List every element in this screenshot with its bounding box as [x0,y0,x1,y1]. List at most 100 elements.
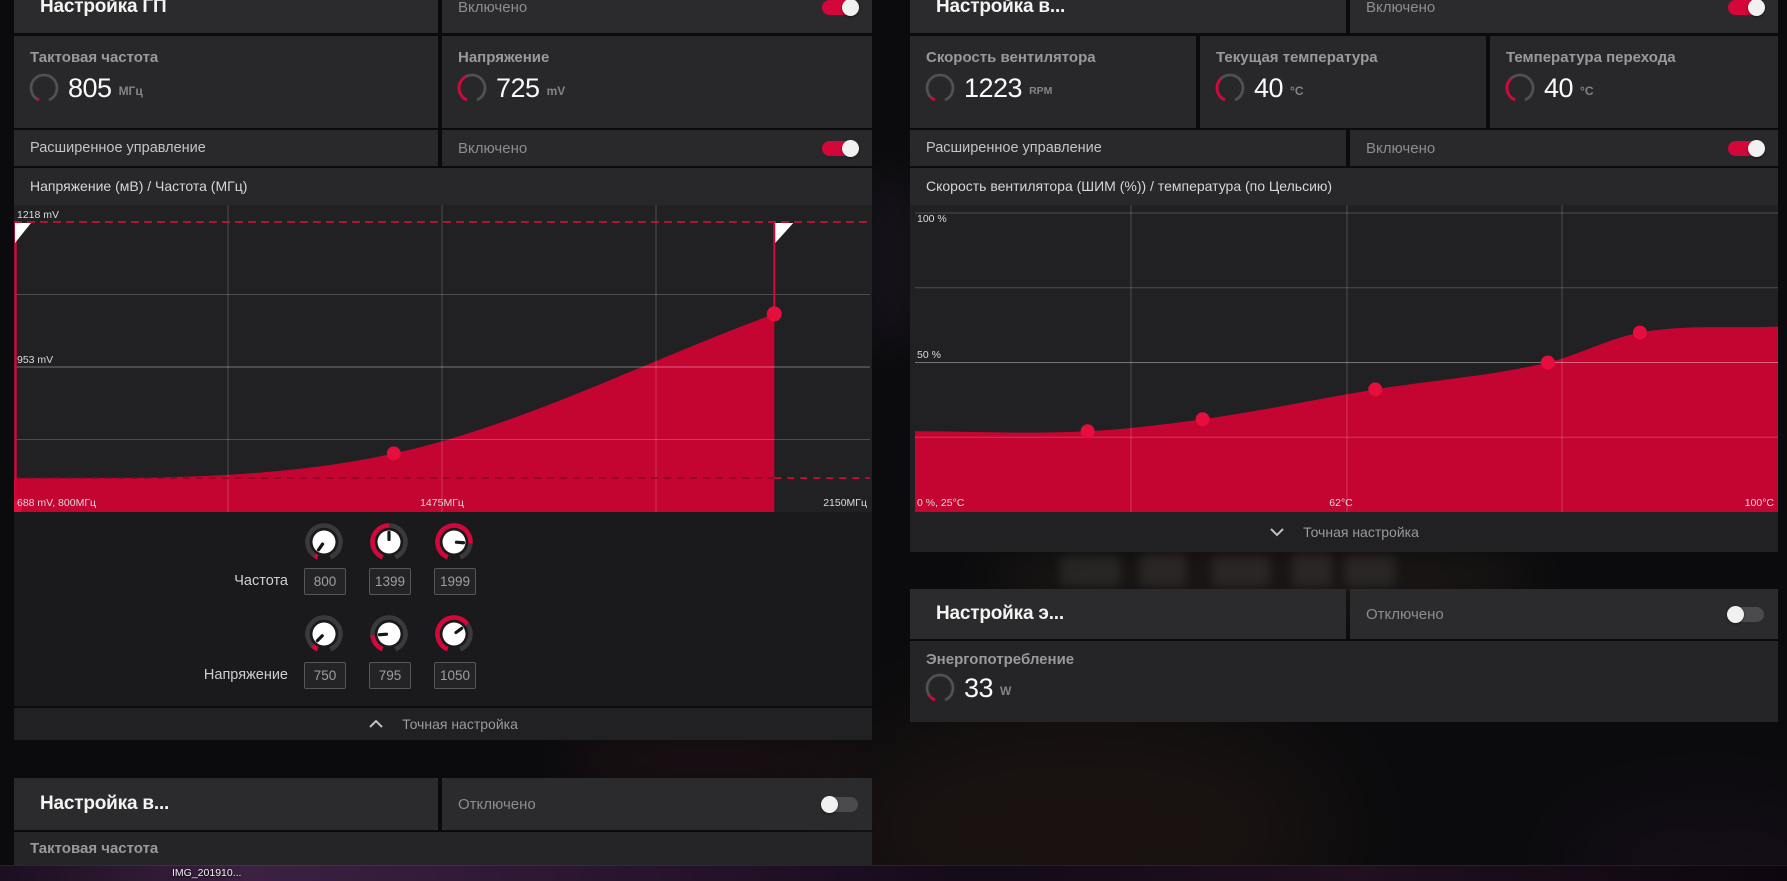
metric-value: 33 [964,672,994,703]
voltage-input-2[interactable] [369,662,411,689]
voltage-row-label: Напряжение [203,667,288,683]
fan-tuning-panel: Настройка в... Включено Скорость вентиля… [910,0,1778,552]
svg-text:62°C: 62°C [1329,497,1353,509]
metric-card-fan-speed: Скорость вентилятора 1223 RPM [910,36,1196,128]
fine-tune-label: Точная настройка [402,716,518,732]
toggle-knob [842,139,859,157]
fan-tuning-header: Настройка в... Включено [910,0,1778,33]
panel-title: Настройка ГП [40,0,167,17]
fan-chart-title: Скорость вентилятора (ШИМ (%)) / темпера… [910,168,1778,205]
metric-card-current-temp: Текущая температура 40 °C [1200,36,1486,128]
gauge-icon [1505,73,1535,102]
voltage-frequency-chart[interactable]: 1218 mV 953 mV 688 mV, 800МГц 1475МГц 2150МГ… [14,205,872,512]
memory-tuning-toggle[interactable] [821,795,858,813]
background-window-thumbnail [1292,554,1332,586]
voltage-input-1[interactable] [304,662,346,689]
frequency-knob-3[interactable] [434,522,474,562]
metric-unit: mV [546,84,566,98]
advanced-control-label: Расширенное управление [30,140,206,156]
metric-unit: °C [1580,84,1594,98]
metric-value: 40 [1544,72,1574,103]
gauge-icon [1215,73,1245,102]
advanced-control-toggle[interactable] [822,139,859,157]
fan-curve-chart[interactable]: 100 % 50 % 0 %, 25°C 62°C 100°C [910,205,1778,512]
metric-label: Текущая температура [1216,49,1378,66]
fan-curve-chart-area: 100 % 50 % 0 %, 25°C 62°C 100°C [910,205,1778,512]
voltage-frequency-chart-area: 1218 mV 953 mV 688 mV, 800МГц 1475МГц 2150МГ… [14,205,872,512]
gpu-metrics-row: Тактовая частота 805 МГц Напряжение 725 … [14,36,872,128]
frequency-knob-2[interactable] [369,522,409,562]
svg-text:2150МГц: 2150МГц [823,497,867,509]
frequency-input-3[interactable] [434,568,476,595]
metric-label: Тактовая частота [30,49,159,66]
fan-tuning-toggle[interactable] [1728,0,1765,16]
svg-text:1475МГц: 1475МГц [420,497,464,509]
metric-label: Температура перехода [1506,49,1676,66]
svg-text:688 mV, 800МГц: 688 mV, 800МГц [17,497,96,509]
power-tuning-toggle[interactable] [1727,605,1764,623]
background-window-thumbnail [1060,556,1120,586]
toggle-status-label: Включено [1366,0,1436,16]
frequency-input-1[interactable] [304,568,346,595]
toggle-knob [821,795,838,813]
gauge-icon [925,673,955,702]
advanced-control-row: Расширенное управление Включено [910,130,1778,166]
svg-text:100°C: 100°C [1745,497,1775,509]
gauge-icon [925,73,955,102]
svg-text:0 %, 25°C: 0 %, 25°C [917,497,965,509]
fine-tune-expand-button[interactable]: Точная настройка [910,512,1778,552]
clock-row: Тактовая частота [14,832,872,866]
voltage-knob-1[interactable] [304,614,344,654]
metric-card-clock: Тактовая частота 805 МГц [14,36,438,128]
background-blur [820,700,1340,881]
svg-text:100 %: 100 % [917,213,947,225]
voltage-chart-title: Напряжение (мВ) / Частота (МГц) [14,168,872,205]
gpu-tuning-panel: Настройка ГП Включено Тактовая частота 8… [14,0,872,740]
background-window-thumbnail [1212,556,1270,586]
fine-tune-label: Точная настройка [1303,524,1419,540]
panel-title: Настройка э... [936,603,1064,624]
voltage-knob-3[interactable] [434,614,474,654]
power-consumption-card: Энергопотребление 33 W [910,641,1778,722]
advanced-control-toggle[interactable] [1728,139,1765,157]
metric-value: 1223 [964,72,1023,103]
metric-unit: W [1000,684,1012,698]
toggle-status-label: Включено [458,139,528,157]
desktop-wallpaper-strip: IMG_201910... [0,865,1787,881]
frequency-knob-1[interactable] [304,522,344,562]
gauge-icon [29,73,59,102]
chevron-up-icon [368,719,384,729]
gauge-icon [457,73,487,102]
metric-value: 805 [68,72,112,103]
toggle-knob [842,0,859,16]
manual-tuning-controls: Частота Напряжение [14,512,872,706]
metric-label: Напряжение [458,49,550,66]
background-window-thumbnail [1140,554,1186,586]
chevron-down-icon [1269,527,1285,537]
metric-value: 725 [496,72,540,103]
metric-card-voltage: Напряжение 725 mV [442,36,872,128]
toggle-status-label: Включено [1366,139,1436,157]
svg-text:1218 mV: 1218 mV [17,209,59,221]
metric-unit: °C [1290,84,1304,98]
row-label: Тактовая частота [30,840,159,857]
toggle-knob [1748,139,1765,157]
metric-value: 40 [1254,72,1284,103]
metric-label: Энергопотребление [926,651,1075,668]
panel-title: Настройка в... [40,793,170,814]
fan-metrics-row: Скорость вентилятора 1223 RPM Текущая те… [910,36,1778,128]
voltage-input-3[interactable] [434,662,476,689]
toggle-status-label: Отключено [1366,605,1444,623]
fine-tune-collapse-button[interactable]: Точная настройка [14,708,872,740]
background-window-thumbnail [1345,556,1395,586]
memory-tuning-header: Настройка в... Отключено [14,778,872,830]
frequency-input-2[interactable] [369,568,411,595]
memory-tuning-panel: Настройка в... Отключено Тактовая частот… [14,778,872,868]
voltage-knob-2[interactable] [369,614,409,654]
toggle-status-label: Включено [458,0,528,16]
desktop-file-icon-label[interactable]: IMG_201910... [172,867,242,879]
advanced-control-row: Расширенное управление Включено [14,130,872,166]
gpu-tuning-toggle[interactable] [822,0,859,16]
gpu-tuning-header: Настройка ГП Включено [14,0,872,33]
